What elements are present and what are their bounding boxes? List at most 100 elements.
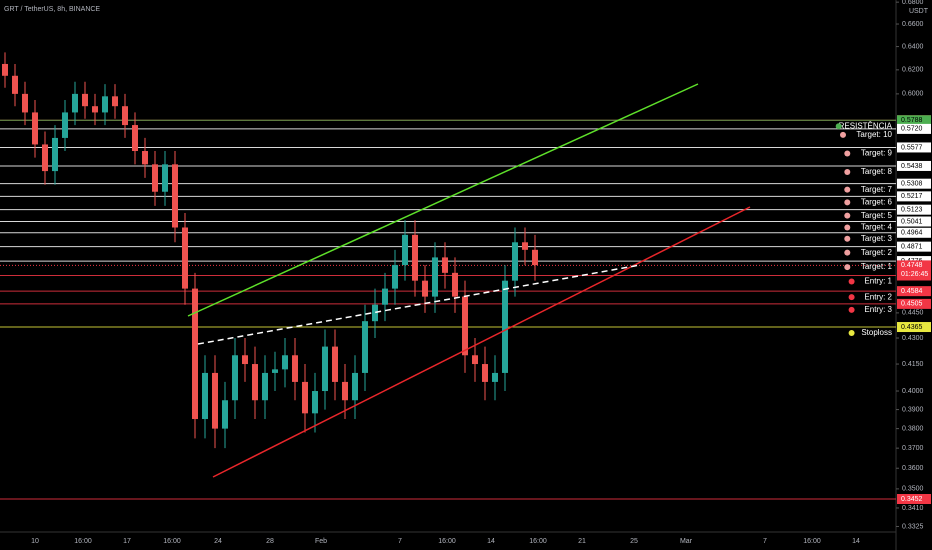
- candle-body: [22, 93, 28, 113]
- candle-body: [72, 93, 78, 113]
- level-name: Stoploss: [861, 328, 892, 337]
- level-icon: [844, 168, 851, 175]
- candle-body: [92, 106, 98, 113]
- price-tag-label: 0.4964: [901, 230, 923, 237]
- candle-body: [102, 96, 108, 113]
- price-tag: [897, 123, 931, 134]
- candle-body: [192, 288, 198, 420]
- price-tag: [897, 286, 931, 297]
- candle-body: [242, 355, 248, 365]
- candle-body: [452, 272, 458, 297]
- y-tick-label: 0.6400: [902, 43, 924, 50]
- price-tag-label: 0.4505: [901, 301, 923, 308]
- candle-body: [352, 372, 358, 401]
- candle-body: [342, 381, 348, 401]
- candle-body: [312, 391, 318, 414]
- x-tick-label: 14: [852, 538, 860, 545]
- y-tick-label: 0.3700: [902, 445, 924, 452]
- y-tick-label: 0.4000: [902, 388, 924, 395]
- candle-body: [442, 257, 448, 273]
- candle-body: [112, 96, 118, 107]
- price-tag-label: 0.5577: [901, 144, 923, 151]
- x-tick-label: 16:00: [529, 538, 547, 545]
- price-tag: [897, 191, 931, 202]
- x-tick-label: 10: [31, 538, 39, 545]
- candle-body: [382, 288, 388, 305]
- channel-line-upper: [187, 83, 699, 317]
- y-tick-label: 0.3600: [902, 465, 924, 472]
- channel-line-lower: [212, 206, 751, 478]
- level-name: Target: 10: [856, 130, 892, 139]
- level-name: Entry: 2: [864, 292, 892, 301]
- level-name: Target: 8: [861, 167, 893, 176]
- candle-body: [532, 249, 538, 266]
- level-name: Target: 7: [861, 185, 893, 194]
- x-tick-label: 17: [123, 538, 131, 545]
- level-icon: [835, 123, 842, 130]
- level-name: RESISTÊNCIA: [839, 121, 893, 130]
- level-icon: [840, 131, 846, 138]
- candle-body: [302, 381, 308, 414]
- y-tick-label: 0.4300: [902, 335, 924, 342]
- candle-body: [52, 137, 58, 172]
- candle-body: [502, 280, 508, 373]
- candle-body: [252, 364, 258, 401]
- price-tag-label: 0.5308: [901, 181, 923, 188]
- price-tag-label: 0.5788: [901, 117, 923, 124]
- x-tick-label: 24: [214, 538, 222, 545]
- price-tag-label: 0.5041: [901, 218, 923, 225]
- y-tick-label: 0.3410: [902, 505, 924, 512]
- y-tick-label: 0.3800: [902, 425, 924, 432]
- candle-body: [62, 112, 68, 138]
- price-tag: [897, 142, 931, 153]
- candle-body: [392, 265, 398, 289]
- level-icon: [848, 306, 855, 313]
- price-tag-label: 0.3452: [901, 496, 923, 503]
- level-icon: [844, 212, 851, 219]
- candle-body: [372, 304, 378, 322]
- x-tick-label: 21: [578, 538, 586, 545]
- x-tick-label: 14: [487, 538, 495, 545]
- x-tick-label: 16:00: [438, 538, 456, 545]
- price-tag: [897, 178, 931, 189]
- level-icon: [844, 264, 851, 271]
- candle-body: [462, 296, 468, 356]
- unit-label: USDT: [909, 8, 929, 15]
- x-tick-label: 7: [763, 538, 767, 545]
- price-tag: [897, 216, 931, 227]
- candle-body: [292, 355, 298, 382]
- candle-body: [42, 144, 48, 172]
- x-tick-label: 16:00: [163, 538, 181, 545]
- candle-body: [492, 372, 498, 382]
- y-tick-label: 0.3325: [902, 523, 924, 530]
- price-tag-label: 0.4871: [901, 243, 923, 250]
- level-icon: [844, 235, 851, 242]
- y-tick-label: 0.6200: [902, 67, 924, 74]
- candle-body: [212, 372, 218, 429]
- candle-body: [412, 234, 418, 281]
- candle-body: [432, 257, 438, 297]
- price-tag: [897, 227, 931, 238]
- level-name: Entry: 1: [864, 277, 892, 286]
- level-icon: [844, 186, 851, 193]
- price-tag-label: 0.5217: [901, 193, 923, 200]
- price-tag: [897, 322, 931, 333]
- candle-body: [202, 372, 208, 420]
- price-tag: [897, 115, 931, 126]
- level-name: Target: 6: [861, 197, 893, 206]
- price-tag: [897, 493, 931, 504]
- candle-body: [132, 125, 138, 152]
- price-tag: [897, 241, 931, 252]
- candle-body: [222, 400, 228, 429]
- candle-body: [2, 63, 8, 76]
- price-tag-label: 0.5720: [901, 126, 923, 133]
- level-name: Target: 3: [861, 234, 893, 243]
- candle-body: [522, 242, 528, 250]
- candle-body: [362, 321, 368, 373]
- y-tick-label: 0.4150: [902, 361, 924, 368]
- level-name: Target: 5: [861, 211, 893, 220]
- level-icon: [848, 330, 855, 337]
- price-tag: [897, 204, 931, 215]
- candle-body: [322, 346, 328, 392]
